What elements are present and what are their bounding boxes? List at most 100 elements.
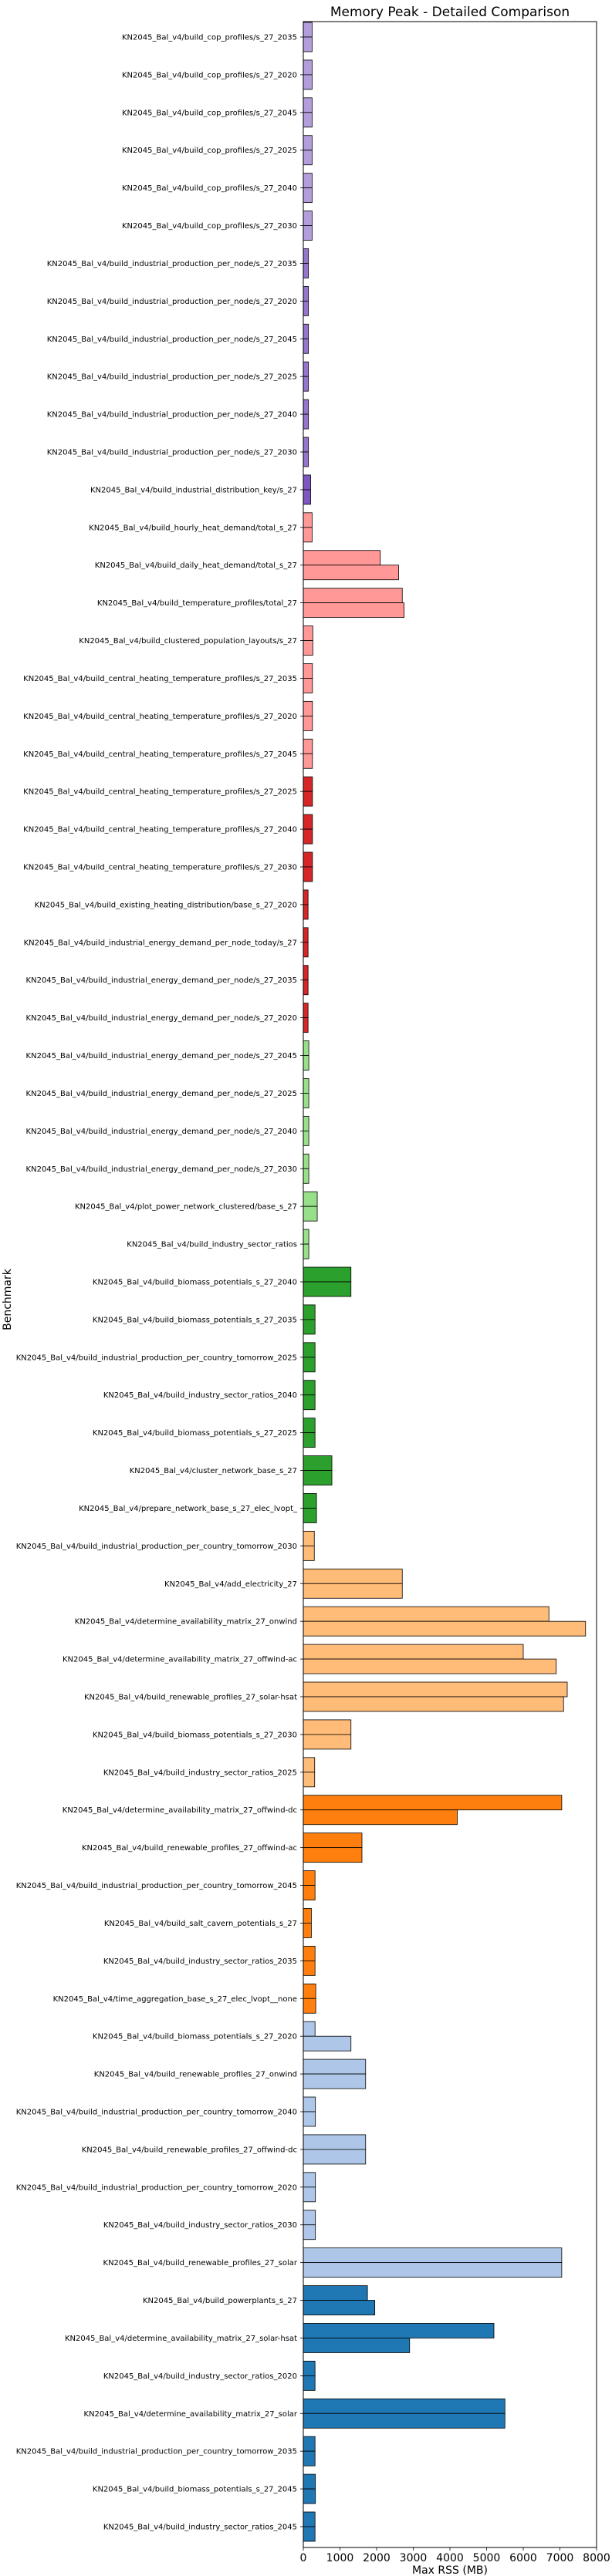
bar-a [303,2247,563,2264]
bar-b [303,602,405,619]
bar-b [303,1620,587,1637]
y-tick-label: KN2045_Bal_v4/determine_availability_mat… [84,2410,298,2419]
bar-b [303,2488,316,2504]
bar-b [303,2187,316,2203]
bar-b [303,2450,316,2466]
bar-a [303,1153,309,1169]
bar-b [303,2224,316,2241]
y-tick-label: KN2045_Bal_v4/build_industrial_productio… [47,373,297,382]
bar-a [303,211,313,226]
bar-a [303,1266,352,1283]
y-tick-label: KN2045_Bal_v4/build_industrial_energy_de… [24,939,297,947]
x-tick-label: 1000 [326,2552,354,2564]
bar-b [303,1432,316,1448]
bar-a [303,2473,316,2490]
bar-a [303,851,313,868]
y-tick-label: KN2045_Bal_v4/build_industrial_productio… [16,1543,297,1551]
bar-b [303,715,313,731]
y-tick-label: KN2045_Bal_v4/build_biomass_potentials_s… [93,2486,297,2494]
bar-b [303,451,309,467]
bar-a [303,1455,333,1471]
bar-b [303,1960,316,1976]
bar-b [303,1508,317,1523]
bar-a [303,1040,309,1056]
bar-a [303,1380,316,1396]
y-tick-label: KN2045_Bal_v4/time_aggregation_base_s_27… [53,1995,297,2004]
bar-a [303,889,309,905]
bar-b [303,376,309,392]
y-tick-label: KN2045_Bal_v4/build_biomass_potentials_s… [93,2033,297,2042]
bar-a [303,1530,315,1546]
bar-b [303,1470,333,1485]
bar-a [303,22,313,38]
bar-a [303,512,313,528]
y-tick-label: KN2045_Bal_v4/build_daily_heat_demand/to… [95,561,297,570]
bar-a [303,323,309,339]
bar-a [303,2096,316,2112]
bar-b [303,187,313,204]
bar-b [303,1130,309,1146]
bar-b [303,489,311,505]
y-tick-label: KN2045_Bal_v4/determine_availability_mat… [65,2335,297,2343]
y-tick-label: KN2045_Bal_v4/build_industrial_productio… [47,335,297,344]
y-tick-label: KN2045_Bal_v4/build_industrial_energy_de… [26,1052,297,1060]
bar-a [303,700,313,716]
bars-layer [303,22,587,2542]
y-tick-label: KN2045_Bal_v4/build_industrial_energy_de… [26,1165,297,1174]
bar-a [303,437,309,453]
bar-b [303,300,309,316]
y-tick-label: KN2045_Bal_v4/build_cop_profiles/s_27_20… [122,109,297,117]
y-tick-label: KN2045_Bal_v4/build_industrial_productio… [16,1882,297,1890]
bar-b [303,2262,563,2278]
y-tick-label: KN2045_Bal_v4/build_biomass_potentials_s… [93,1279,297,1287]
y-tick-label: KN2045_Bal_v4/build_industrial_energy_de… [26,1128,297,1136]
bar-a [303,738,313,754]
y-tick-label: KN2045_Bal_v4/build_industrial_productio… [47,411,297,420]
y-tick-label: KN2045_Bal_v4/build_industry_sector_rati… [103,2372,297,2381]
y-tick-label: KN2045_Bal_v4/plot_power_network_cluster… [75,1203,297,1212]
bar-a [303,59,313,76]
bar-b [303,74,313,90]
y-tick-label: KN2045_Bal_v4/build_cop_profiles/s_27_20… [122,222,297,231]
y-tick-label: KN2045_Bal_v4/build_cop_profiles/s_27_20… [122,71,297,79]
bar-a [303,1945,316,1961]
bar-a [303,2058,367,2075]
bar-b [303,753,313,769]
bar-b [303,1734,352,1750]
x-tick-label: 0 [300,2552,307,2564]
bar-a [303,1795,563,1811]
y-tick-label: KN2045_Bal_v4/build_industrial_productio… [47,449,297,457]
bar-b [303,640,313,656]
bar-a [303,1908,312,1924]
bar-b [303,866,313,882]
bar-b [303,263,309,278]
bar-b [303,2338,411,2353]
bar-b [303,338,309,354]
y-tick-label: KN2045_Bal_v4/build_central_heating_temp… [23,713,297,721]
y-tick-label: KN2045_Bal_v4/build_industrial_productio… [16,2109,297,2117]
y-tick-label: KN2045_Bal_v4/build_existing_heating_dis… [35,901,297,909]
bar-b [303,791,313,807]
bar-b [303,2073,367,2089]
bar-a [303,2134,367,2150]
bar-b [303,2375,316,2391]
bar-b [303,1809,458,1826]
bar-a [303,97,313,113]
bar-b [303,2300,376,2315]
y-tick-label: KN2045_Bal_v4/determine_availability_mat… [63,1656,297,1664]
bar-a [303,1983,316,1999]
bar-a [303,2172,316,2188]
bar-b [303,413,309,430]
bar-a [303,1191,318,1207]
y-tick-label: KN2045_Bal_v4/build_central_heating_temp… [23,750,297,759]
y-tick-label: KN2045_Bal_v4/build_hourly_heat_demand/t… [89,524,297,532]
bar-b [303,1168,309,1184]
bar-b [303,979,309,996]
y-tick-label: KN2045_Bal_v4/build_industrial_productio… [16,2183,297,2192]
bar-b [303,150,313,166]
y-tick-label: KN2045_Bal_v4/build_industrial_energy_de… [26,976,297,985]
bar-b [303,1281,352,1297]
bar-b [303,1243,309,1259]
x-tick-label: 2000 [363,2552,391,2564]
y-tick-label: KN2045_Bal_v4/build_cop_profiles/s_27_20… [122,184,297,193]
